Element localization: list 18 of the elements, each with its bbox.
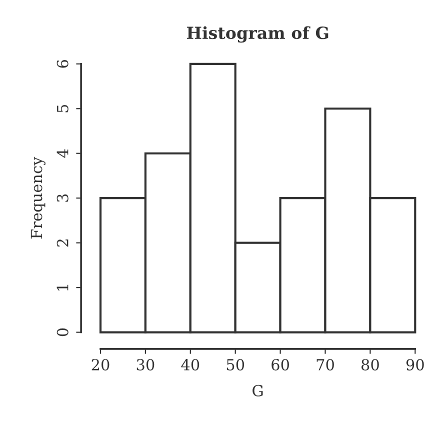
y-tick-label: 3: [56, 194, 68, 202]
y-tick-label: 6: [56, 60, 68, 68]
x-tick-label: 30: [136, 358, 154, 370]
x-axis-title: G: [252, 384, 263, 396]
y-tick-label: 0: [56, 328, 68, 336]
x-tick-label: 60: [272, 358, 290, 370]
x-tick-label: 40: [181, 358, 200, 370]
x-tick-label: 50: [226, 358, 244, 370]
x-tick-label: 70: [316, 358, 334, 370]
x-tick-label: 20: [92, 358, 110, 370]
y-axis-title: Frequency: [30, 156, 46, 239]
x-tick-label: 90: [406, 358, 424, 370]
y-tick-label: 5: [57, 104, 68, 112]
chart-title: Histogram of G: [186, 26, 328, 43]
y-tick-label: 4: [56, 149, 68, 158]
y-tick-label: 2: [56, 239, 68, 247]
y-tick-label: 1: [56, 284, 68, 291]
x-tick-label: 80: [362, 358, 379, 370]
